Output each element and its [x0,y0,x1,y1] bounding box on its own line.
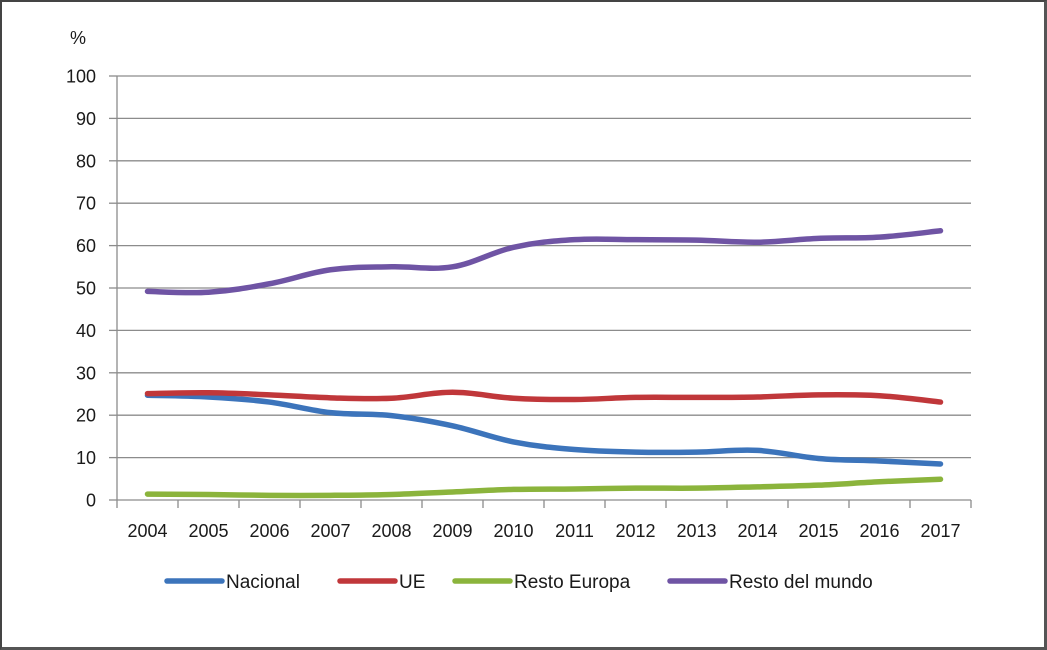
x-tick-label: 2010 [493,521,533,541]
data-point-ue [328,395,333,400]
series-line-ue [144,389,944,405]
x-tick-label: 2008 [371,521,411,541]
legend-item: Resto Europa [452,572,631,593]
series-line-resto-del-mundo [144,228,944,296]
y-tick-label: 20 [76,406,96,426]
y-tick-label: 60 [76,236,96,256]
legend-label: Resto Europa [514,572,631,593]
data-point-nacional [877,458,882,463]
x-tick-label: 2013 [676,521,716,541]
x-tick-label: 2009 [432,521,472,541]
data-point-resto-del-mundo [816,236,821,241]
data-point-resto-del-mundo [267,281,272,286]
data-point-nacional [267,400,272,405]
data-point-resto-europa [633,486,638,491]
data-point-resto-del-mundo [145,289,150,294]
legend-label: UE [399,572,425,593]
y-axis-unit-label: % [70,28,86,48]
y-tick-label: 90 [76,109,96,129]
data-point-ue [511,396,516,401]
data-point-resto-del-mundo [572,237,577,242]
data-point-resto-del-mundo [633,237,638,242]
data-point-ue [755,394,760,399]
data-point-nacional [633,450,638,455]
data-point-resto-europa [145,492,150,497]
x-tick-label: 2005 [188,521,228,541]
data-point-resto-europa [877,479,882,484]
data-point-ue [206,390,211,395]
legend-label: Resto del mundo [729,572,873,593]
gridlines [117,75,971,459]
data-point-resto-del-mundo [755,240,760,245]
data-point-resto-del-mundo [450,264,455,269]
data-point-resto-del-mundo [511,245,516,250]
data-point-resto-europa [694,486,699,491]
y-tick-label: 80 [76,151,96,171]
data-point-ue [877,393,882,398]
x-tick-label: 2012 [615,521,655,541]
data-point-resto-europa [328,493,333,498]
data-point-ue [694,395,699,400]
data-point-resto-europa [206,492,211,497]
x-tick-label: 2014 [737,521,777,541]
data-point-ue [938,400,943,405]
data-point-resto-europa [389,492,394,497]
data-point-nacional [694,450,699,455]
x-tick-label: 2011 [555,521,594,541]
y-tick-label: 70 [76,194,96,214]
y-tick-label: 40 [76,321,96,341]
x-tick-label: 2007 [310,521,350,541]
data-point-ue [816,392,821,397]
data-point-nacional [328,410,333,415]
y-tick-label: 30 [76,363,96,383]
data-point-resto-europa [267,493,272,498]
data-point-resto-europa [816,483,821,488]
x-tick-label: 2004 [127,521,167,541]
data-point-resto-del-mundo [206,290,211,295]
y-tick-label: 10 [76,448,96,468]
data-point-nacional [755,448,760,453]
x-tick-label: 2006 [249,521,289,541]
data-point-resto-del-mundo [328,267,333,272]
x-tick-label: 2015 [798,521,838,541]
data-point-ue [267,392,272,397]
data-point-resto-europa [572,486,577,491]
series-line-nacional [144,392,944,467]
data-point-resto-del-mundo [694,238,699,243]
data-point-resto-del-mundo [938,228,943,233]
data-point-nacional [572,447,577,452]
legend: Nacional UE Resto Europa Resto del mundo [164,572,873,593]
data-point-nacional [450,423,455,428]
legend-item: Resto del mundo [667,572,873,593]
y-tick-label: 50 [76,279,96,299]
data-point-ue [145,391,150,396]
data-point-ue [450,390,455,395]
legend-item: Nacional [164,572,300,593]
y-tick-label: 0 [86,491,96,511]
data-point-resto-europa [755,484,760,489]
data-point-nacional [816,456,821,461]
data-point-resto-del-mundo [877,235,882,240]
data-point-ue [389,396,394,401]
y-tick-label: 100 [66,67,96,87]
legend-label: Nacional [226,572,300,593]
data-point-nacional [389,413,394,418]
data-point-resto-europa [450,489,455,494]
data-point-resto-del-mundo [389,264,394,269]
series-line-resto-europa [144,476,944,499]
data-point-nacional [511,439,516,444]
legend-item: UE [337,572,425,593]
series-lines [144,228,944,499]
data-point-resto-europa [511,487,516,492]
x-tick-label: 2017 [920,521,960,541]
data-point-nacional [938,461,943,466]
data-point-ue [633,395,638,400]
data-point-resto-europa [938,477,943,482]
axes: 0 10 20 30 40 50 60 70 80 90 100 2004 2005 2006 2007 20… [66,67,972,541]
data-point-ue [572,397,577,402]
x-tick-label: 2016 [859,521,899,541]
